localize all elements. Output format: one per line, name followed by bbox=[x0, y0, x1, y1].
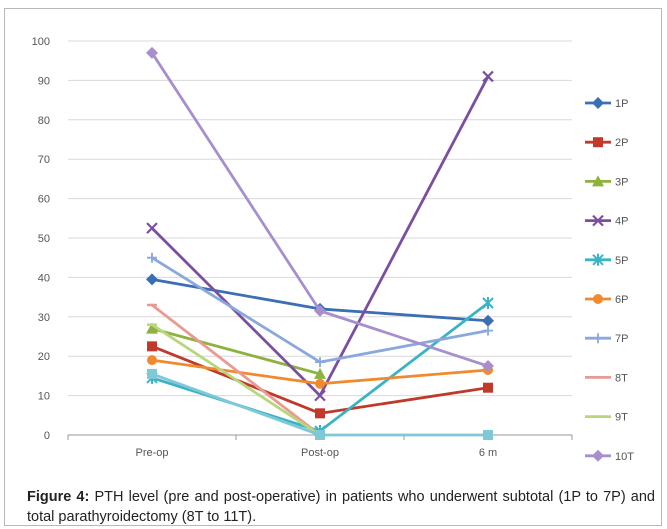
figure-frame: 0 10 20 30 40 50 60 70 80 90 100 Pre-op Post-op 6 m 1… bbox=[4, 8, 662, 526]
legend-item-6p: 6P bbox=[585, 294, 628, 306]
data-point-3p-0 bbox=[146, 322, 158, 334]
data-point-10t-2 bbox=[482, 360, 494, 373]
data-point-11t-0 bbox=[147, 368, 157, 379]
y-tick-label-100: 100 bbox=[32, 36, 50, 48]
data-point-1p-0 bbox=[146, 273, 158, 286]
data-point-7p-2 bbox=[483, 325, 493, 336]
legend-item-7p: 7P bbox=[585, 333, 628, 345]
legend-item-1p: 1P bbox=[585, 97, 628, 110]
line-chart: 0 10 20 30 40 50 60 70 80 90 100 Pre-op Post-op 6 m 1… bbox=[32, 36, 635, 463]
y-tick-label-40: 40 bbox=[38, 272, 50, 284]
data-point-4p-1 bbox=[314, 389, 326, 402]
data-point-4p-0 bbox=[146, 222, 158, 234]
caption-text: PTH level (pre and post-operative) in pa… bbox=[27, 489, 655, 525]
data-point-7p-1 bbox=[315, 357, 325, 368]
legend-marker-1p bbox=[592, 97, 604, 109]
legend-item-5p: 5P bbox=[585, 253, 628, 267]
y-tick-label-30: 30 bbox=[38, 312, 50, 324]
series-line-8t bbox=[150, 303, 322, 437]
legend-item-3p: 3P bbox=[585, 175, 628, 188]
legend-item-9t: 9T bbox=[585, 412, 628, 424]
x-tick-label-pre-op: Pre-op bbox=[135, 447, 168, 459]
legend-label-4p: 4P bbox=[615, 216, 628, 228]
data-point-2p-2 bbox=[483, 382, 493, 393]
y-tick-label-0: 0 bbox=[44, 430, 50, 442]
y-tick-label-80: 80 bbox=[38, 115, 50, 127]
legend-item-4p: 4P bbox=[585, 214, 628, 228]
data-point-6p-0 bbox=[147, 355, 157, 366]
data-point-2p-0 bbox=[147, 341, 157, 352]
data-point-4p-2 bbox=[482, 70, 494, 83]
data-point-6p-1 bbox=[315, 378, 325, 389]
legend-label-10t: 10T bbox=[615, 451, 634, 463]
y-tick-label-60: 60 bbox=[38, 194, 50, 206]
legend: 1P2P3P4P5P6P7P8T9T10T11T bbox=[585, 97, 634, 463]
legend-marker-2p bbox=[593, 137, 603, 148]
legend-label-9t: 9T bbox=[615, 412, 628, 424]
legend-label-5p: 5P bbox=[615, 255, 628, 267]
legend-marker-6p bbox=[593, 294, 603, 304]
y-tick-label-10: 10 bbox=[38, 391, 50, 403]
series-line-9t bbox=[150, 323, 322, 437]
data-point-1p-2 bbox=[482, 314, 494, 327]
data-point-11t-2 bbox=[483, 430, 493, 440]
data-point-2p-1 bbox=[315, 408, 325, 419]
legend-label-1p: 1P bbox=[615, 98, 628, 110]
legend-label-6p: 6P bbox=[615, 294, 628, 306]
legend-label-3p: 3P bbox=[615, 176, 628, 188]
legend-marker-10t bbox=[592, 449, 604, 462]
series-line-4p bbox=[150, 75, 490, 398]
legend-label-7p: 7P bbox=[615, 333, 628, 345]
figure-caption: Figure 4: PTH level (pre and post-operat… bbox=[27, 487, 655, 527]
data-point-11t-1 bbox=[315, 430, 325, 440]
caption-label: Figure 4: bbox=[27, 489, 90, 505]
y-tick-label-50: 50 bbox=[38, 233, 50, 245]
data-point-3p-1 bbox=[314, 367, 326, 379]
series-lines bbox=[146, 46, 494, 440]
axes: 0 10 20 30 40 50 60 70 80 90 100 Pre-op Post-op 6 m bbox=[32, 36, 573, 459]
x-tick-label-6-m: 6 m bbox=[479, 447, 497, 459]
legend-marker-5p bbox=[592, 253, 604, 266]
data-point-5p-2 bbox=[482, 297, 494, 310]
legend-item-10t: 10T bbox=[585, 449, 634, 463]
data-point-10t-0 bbox=[146, 46, 158, 59]
y-tick-label-20: 20 bbox=[38, 351, 50, 363]
legend-marker-3p bbox=[592, 175, 604, 187]
data-point-7p-0 bbox=[147, 252, 157, 263]
legend-marker-4p bbox=[592, 214, 604, 227]
legend-label-8t: 8T bbox=[615, 372, 628, 384]
legend-label-2p: 2P bbox=[615, 137, 628, 149]
y-tick-label-70: 70 bbox=[38, 154, 50, 166]
x-tick-label-post-op: Post-op bbox=[301, 447, 339, 459]
legend-item-8t: 8T bbox=[585, 372, 628, 384]
series-line-3p bbox=[150, 327, 322, 376]
y-tick-label-90: 90 bbox=[38, 75, 50, 87]
legend-marker-7p bbox=[593, 333, 603, 344]
series-line-10t bbox=[150, 51, 490, 368]
legend-item-2p: 2P bbox=[585, 137, 628, 149]
data-point-10t-1 bbox=[314, 304, 326, 317]
